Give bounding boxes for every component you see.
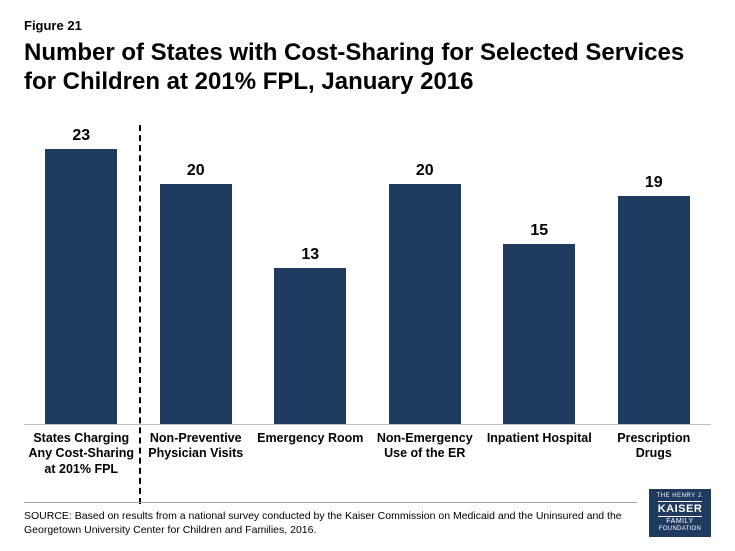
- bar-value-label: 20: [187, 162, 205, 180]
- bar-value-label: 19: [645, 174, 663, 192]
- source-text: SOURCE: Based on results from a national…: [24, 502, 637, 537]
- bar-value-label: 13: [301, 246, 319, 264]
- bar: [503, 244, 575, 423]
- bar: [160, 184, 232, 423]
- bar-column: 13: [253, 125, 368, 424]
- bar-column: 23: [24, 125, 139, 424]
- category-label: Emergency Room: [253, 431, 368, 478]
- bar: [389, 184, 461, 423]
- bar: [274, 268, 346, 423]
- bar-value-label: 15: [530, 222, 548, 240]
- chart-title: Number of States with Cost-Sharing for S…: [24, 39, 711, 97]
- category-label: Non-Emergency Use of the ER: [368, 431, 483, 478]
- bar-value-label: 20: [416, 162, 434, 180]
- bar: [618, 196, 690, 423]
- category-label: Prescription Drugs: [597, 431, 712, 478]
- logo-line3: FAMILY: [666, 518, 693, 526]
- category-label: Inpatient Hospital: [482, 431, 597, 478]
- category-label: Non-Preventive Physician Visits: [139, 431, 254, 478]
- figure-label: Figure 21: [24, 18, 711, 33]
- logo-line4: FOUNDATION: [659, 526, 701, 533]
- bar-column: 15: [482, 125, 597, 424]
- kaiser-logo: THE HENRY J. KAISER FAMILY FOUNDATION: [649, 489, 711, 537]
- bar: [45, 149, 117, 424]
- bar-column: 20: [139, 125, 254, 424]
- bar-value-label: 23: [72, 127, 90, 145]
- category-labels: States Charging Any Cost-Sharing at 201%…: [24, 431, 711, 478]
- category-label: States Charging Any Cost-Sharing at 201%…: [24, 431, 139, 478]
- logo-line1: THE HENRY J.: [657, 493, 704, 500]
- logo-line2: KAISER: [658, 501, 703, 518]
- bar-chart: 23 20 13 20 15 19: [24, 125, 711, 425]
- bar-column: 20: [368, 125, 483, 424]
- bar-column: 19: [597, 125, 712, 424]
